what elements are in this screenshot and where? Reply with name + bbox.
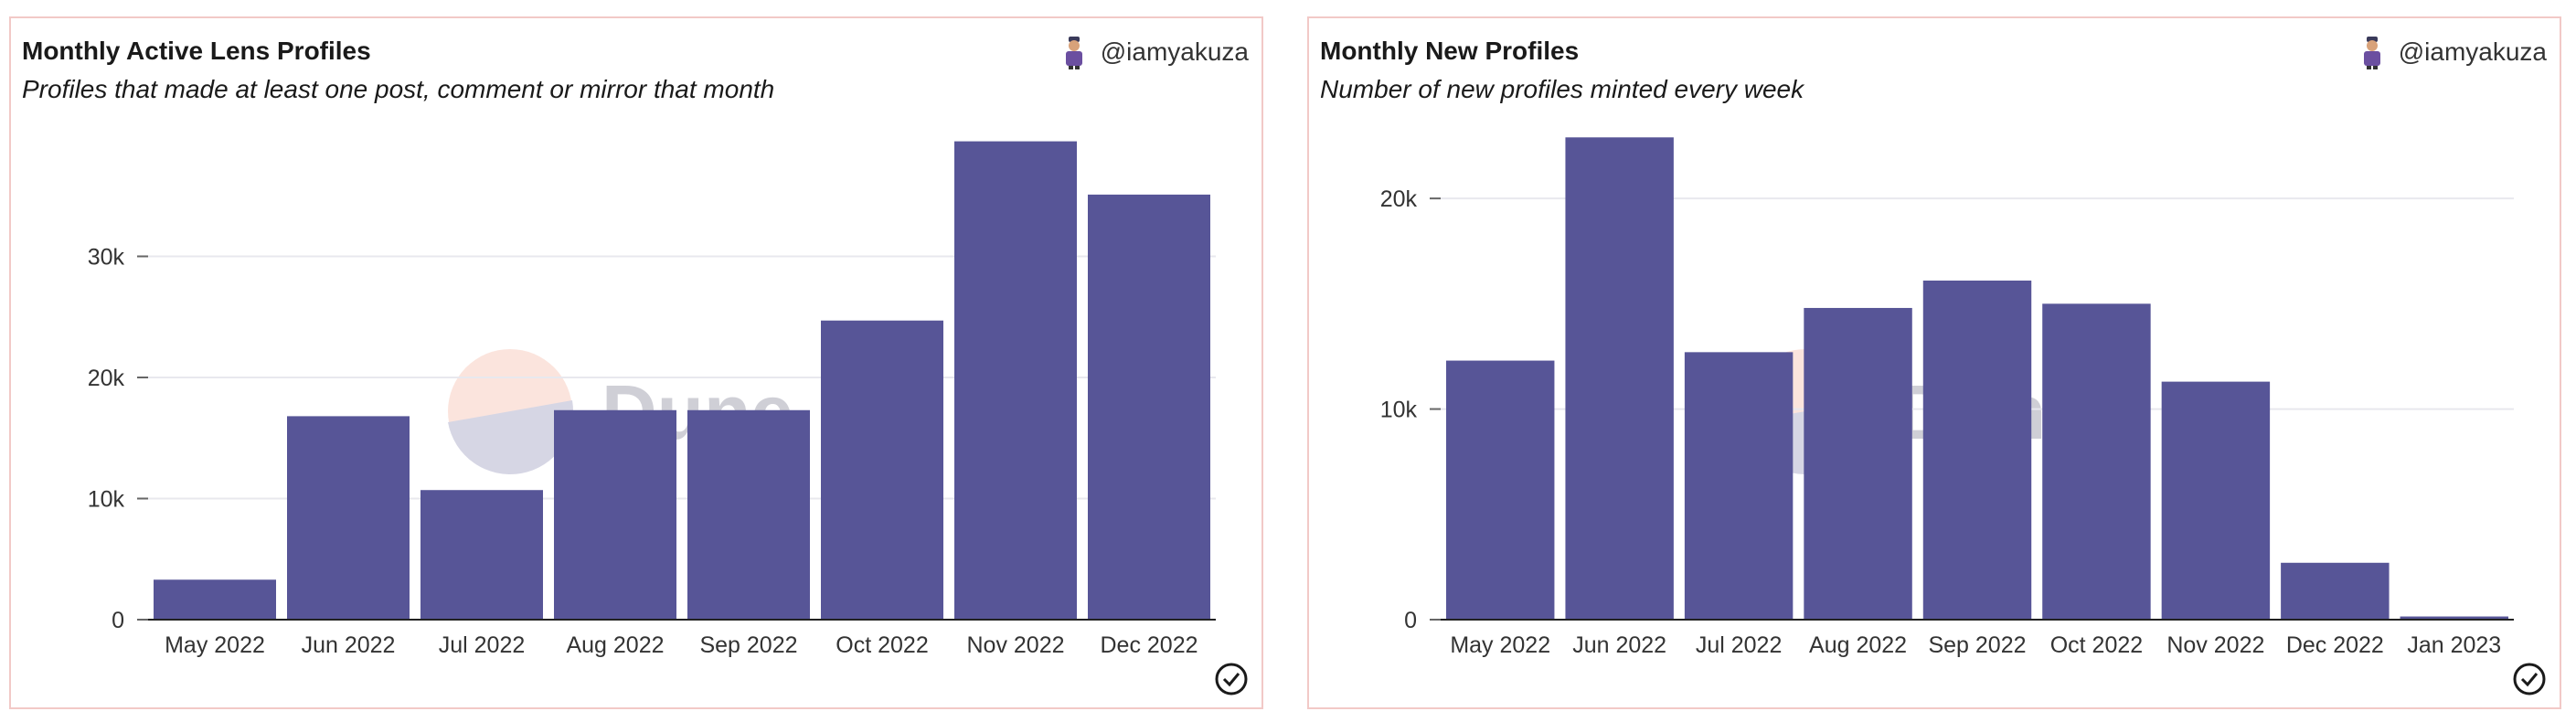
x-tick-label: Dec 2022 (1100, 632, 1198, 658)
author-link[interactable]: @iamyakuza (1059, 35, 1249, 69)
watermark: Dune (1743, 349, 2089, 475)
x-tick-label: Oct 2022 (2050, 632, 2143, 658)
bar[interactable] (1446, 360, 1555, 620)
x-tick-label: Aug 2022 (566, 632, 664, 658)
x-tick-label: Aug 2022 (1809, 632, 1907, 658)
x-tick-label: Oct 2022 (836, 632, 928, 658)
y-tick-label: 10k (88, 487, 125, 513)
chart-subtitle: Profiles that made at least one post, co… (22, 75, 775, 103)
bar[interactable] (1922, 281, 2032, 620)
avatar-icon (1065, 37, 1082, 69)
chart-panel-active-profiles: Monthly Active Lens Profiles Profiles th… (9, 16, 1263, 709)
x-tick-label: May 2022 (1450, 632, 1550, 658)
chart-panel-new-profiles: Monthly New Profiles Number of new profi… (1307, 16, 2561, 709)
chart-title: Monthly New Profiles (1320, 37, 1580, 65)
bar[interactable] (2161, 381, 2271, 620)
bar[interactable] (554, 409, 676, 620)
y-tick-label: 0 (1404, 608, 1417, 633)
check-icon (1215, 663, 1248, 695)
bar[interactable] (1565, 137, 1674, 621)
x-tick-label: Jul 2022 (439, 632, 526, 658)
author-handle: @iamyakuza (1100, 37, 1249, 66)
x-tick-label: Sep 2022 (699, 632, 797, 658)
check-icon (2513, 663, 2546, 695)
x-tick-label: Dec 2022 (2286, 632, 2384, 658)
y-tick-label: 20k (1380, 186, 1418, 212)
bar-chart: Dune 0 10k 20k May 2022 Jun 2022 Jul 2022 Aug 2… (1380, 137, 2514, 658)
y-tick-label: 0 (112, 608, 124, 633)
x-tick-label: Jun 2022 (1572, 632, 1666, 658)
bar[interactable] (420, 490, 543, 620)
bar[interactable] (687, 409, 810, 620)
y-tick-label: 30k (88, 245, 125, 271)
x-tick-label: Nov 2022 (2166, 632, 2264, 658)
x-tick-label: Jan 2023 (2407, 632, 2501, 658)
y-tick-label: 20k (88, 366, 125, 391)
chart-subtitle: Number of new profiles minted every week (1320, 75, 1804, 103)
bar[interactable] (954, 141, 1077, 620)
bar[interactable] (1804, 307, 1912, 620)
x-tick-label: May 2022 (165, 632, 265, 658)
y-tick-label: 10k (1380, 398, 1418, 423)
bar[interactable] (821, 320, 943, 620)
author-link[interactable]: @iamyakuza (2357, 35, 2547, 69)
bar[interactable] (2042, 303, 2151, 620)
bar[interactable] (1088, 194, 1210, 621)
x-tick-label: Jul 2022 (1696, 632, 1783, 658)
chart-title: Monthly Active Lens Profiles (22, 37, 371, 65)
bar[interactable] (1684, 352, 1794, 620)
x-tick-label: Jun 2022 (302, 632, 396, 658)
bar[interactable] (2281, 562, 2390, 620)
bar[interactable] (154, 579, 276, 620)
bar[interactable] (287, 416, 410, 620)
author-handle: @iamyakuza (2398, 37, 2547, 66)
bar[interactable] (2400, 616, 2508, 620)
x-tick-label: Nov 2022 (966, 632, 1064, 658)
x-tick-label: Sep 2022 (1928, 632, 2026, 658)
avatar-icon (2363, 37, 2380, 69)
